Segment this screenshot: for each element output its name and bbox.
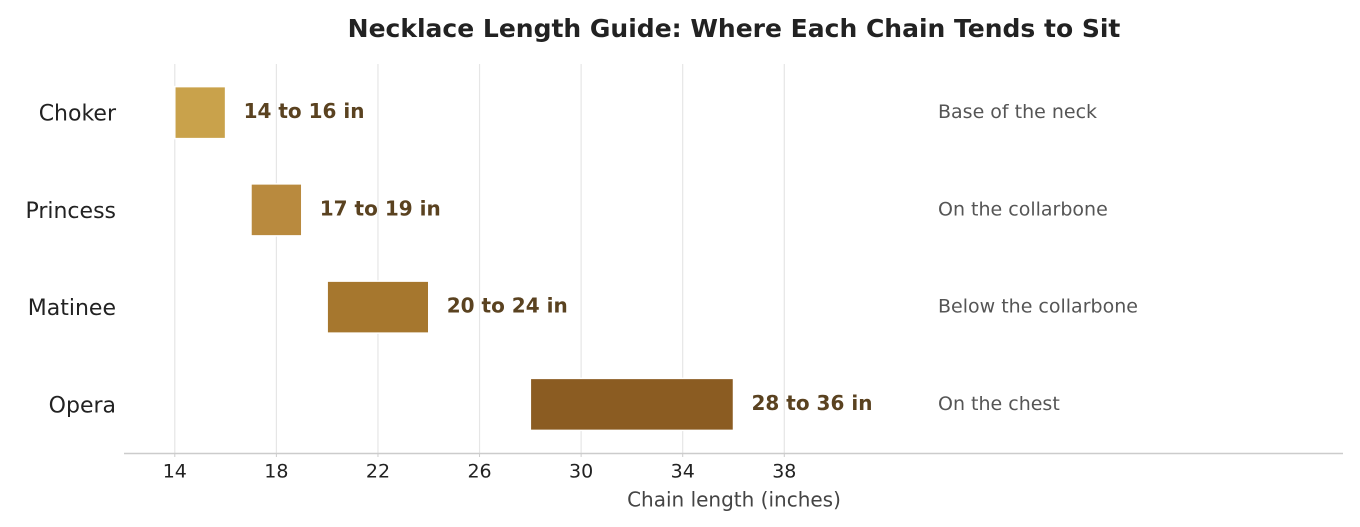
y-tick-label: Choker (39, 102, 117, 127)
bar (326, 280, 430, 334)
chart-title: Necklace Length Guide: Where Each Chain … (348, 14, 1121, 43)
value-label: 20 to 24 in (447, 294, 568, 318)
x-tick-label: 38 (772, 461, 796, 483)
x-tick-label: 34 (671, 461, 695, 483)
annotation: Base of the neck (938, 101, 1097, 123)
y-tick-label: Opera (49, 393, 116, 418)
annotation: On the chest (938, 393, 1060, 415)
annotation: On the collarbone (938, 198, 1108, 220)
x-axis-label: Chain length (inches) (627, 488, 841, 512)
bar (529, 377, 735, 432)
value-label: 28 to 36 in (752, 391, 873, 415)
bar (174, 85, 227, 140)
x-tick-label: 22 (366, 461, 390, 483)
x-tick-label: 30 (569, 461, 593, 483)
y-tick-label: Princess (25, 199, 116, 224)
x-tick-label: 18 (264, 461, 288, 483)
x-tick-label: 14 (163, 461, 187, 483)
bar (250, 183, 303, 237)
y-tick-label: Matinee (28, 296, 116, 321)
value-label: 17 to 19 in (320, 196, 441, 220)
value-label: 14 to 16 in (244, 99, 365, 123)
annotation: Below the collarbone (938, 296, 1138, 318)
x-tick-label: 26 (467, 461, 491, 483)
